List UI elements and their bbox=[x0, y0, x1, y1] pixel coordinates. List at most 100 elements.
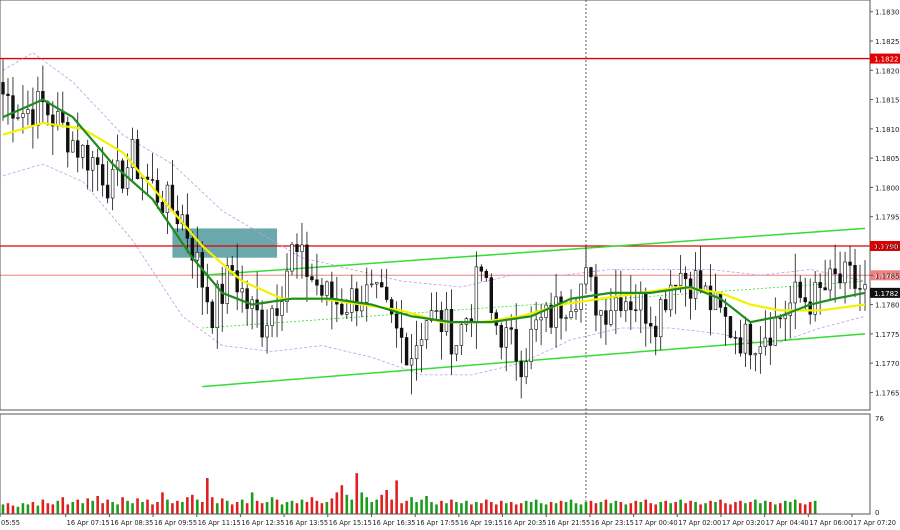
y-tick-label: 1.1790 bbox=[875, 243, 900, 251]
candle-body bbox=[838, 273, 842, 284]
candle-body bbox=[564, 317, 568, 319]
candle-body bbox=[663, 299, 668, 311]
volume-bar bbox=[674, 502, 677, 514]
volume-bar bbox=[151, 504, 154, 514]
candle-body bbox=[584, 267, 588, 285]
volume-bar bbox=[798, 503, 802, 514]
candle-body bbox=[205, 286, 209, 303]
candle-body bbox=[509, 327, 513, 330]
candle-body bbox=[26, 109, 30, 114]
candle-body bbox=[320, 284, 324, 296]
volume-bar bbox=[176, 500, 179, 514]
volume-bar bbox=[704, 503, 707, 514]
candle-body bbox=[803, 297, 807, 303]
channel-lower-line bbox=[202, 333, 866, 388]
candle-body bbox=[698, 270, 703, 291]
volume-bar bbox=[644, 499, 648, 514]
x-tick-label: 16 Apr 17:55 bbox=[416, 519, 459, 527]
candle-body bbox=[604, 310, 608, 325]
candle-body bbox=[245, 288, 249, 309]
candle-body bbox=[529, 328, 533, 362]
volume-bar bbox=[475, 502, 478, 514]
volume-bar bbox=[76, 499, 80, 514]
volume-bar bbox=[455, 502, 458, 514]
x-tick-label: 16 Apr 12:35 bbox=[241, 519, 284, 527]
volume-bar bbox=[549, 502, 553, 514]
candle-body bbox=[768, 337, 773, 346]
volume-bar bbox=[330, 498, 334, 514]
volume-bar bbox=[699, 504, 702, 514]
candle-body bbox=[404, 337, 409, 366]
candle-body bbox=[793, 281, 797, 304]
volume-bar bbox=[614, 500, 618, 514]
y-tick-label: 1.1775 bbox=[875, 331, 900, 339]
candle-body bbox=[16, 117, 20, 119]
level-label-1.1822: 1.1822 bbox=[874, 56, 899, 64]
volume-bar bbox=[360, 492, 364, 514]
volume-bar bbox=[385, 490, 388, 514]
volume-bar bbox=[255, 500, 259, 514]
candle-body bbox=[559, 296, 563, 319]
x-tick-label: 17 Apr 07:20 bbox=[853, 519, 896, 527]
candle-body bbox=[728, 316, 733, 338]
volume-bar bbox=[290, 500, 294, 514]
last-price-tag bbox=[870, 287, 900, 298]
candle-body bbox=[374, 282, 379, 285]
volume-bar bbox=[604, 499, 608, 514]
volume-bar bbox=[534, 499, 538, 514]
y-tick-label: 1.1785 bbox=[875, 272, 900, 280]
candle-body bbox=[110, 169, 115, 199]
volume-bar bbox=[504, 503, 508, 514]
candle-body bbox=[474, 266, 479, 322]
volume-bar bbox=[81, 503, 85, 514]
candle-body bbox=[853, 265, 857, 289]
volume-bar bbox=[71, 502, 75, 514]
candle-body bbox=[639, 292, 643, 311]
candle-body bbox=[399, 327, 404, 338]
candle-body bbox=[758, 346, 763, 354]
candle-body bbox=[858, 288, 862, 290]
candle-body bbox=[843, 261, 847, 284]
candle-body bbox=[489, 277, 494, 313]
volume-bar bbox=[36, 505, 40, 514]
candle-body bbox=[365, 284, 369, 303]
candle-body bbox=[429, 310, 434, 321]
candle-body bbox=[230, 265, 234, 271]
volume-bar bbox=[56, 500, 60, 514]
volume-bar bbox=[714, 502, 717, 514]
x-tick-label: 17 Apr 02:00 bbox=[678, 519, 721, 527]
volume-bar bbox=[465, 500, 468, 514]
volume-bar bbox=[415, 502, 418, 514]
volume-bar bbox=[375, 499, 378, 514]
candle-body bbox=[105, 184, 110, 199]
candle-body bbox=[798, 281, 802, 298]
volume-bar bbox=[654, 504, 658, 514]
candle-body bbox=[534, 319, 538, 330]
volume-bar bbox=[106, 499, 109, 514]
candle-body bbox=[295, 244, 299, 252]
y-tick-label: 1.1805 bbox=[875, 155, 900, 163]
volume-pane bbox=[1, 473, 817, 514]
candle-body bbox=[6, 93, 10, 96]
candle-body bbox=[738, 337, 743, 354]
channel-upper-line bbox=[202, 227, 866, 277]
level-tag-1.1822 bbox=[870, 53, 900, 64]
candle-body bbox=[454, 345, 459, 355]
volume-bar bbox=[41, 499, 45, 514]
candle-body bbox=[574, 309, 578, 312]
candle-body bbox=[659, 299, 663, 338]
candle-body bbox=[240, 288, 244, 293]
candle-body bbox=[409, 358, 414, 366]
x-tick-label: 16 Apr 20:35 bbox=[504, 519, 547, 527]
volume-bar bbox=[260, 503, 264, 514]
candle-body bbox=[275, 308, 279, 316]
candle-body bbox=[76, 140, 80, 158]
volume-bar bbox=[126, 500, 129, 514]
candle-body bbox=[210, 301, 214, 328]
candle-body bbox=[748, 323, 753, 356]
candle-body bbox=[519, 360, 523, 378]
candle-body bbox=[783, 315, 787, 320]
candle-body bbox=[644, 292, 648, 324]
volume-bar bbox=[31, 502, 35, 514]
